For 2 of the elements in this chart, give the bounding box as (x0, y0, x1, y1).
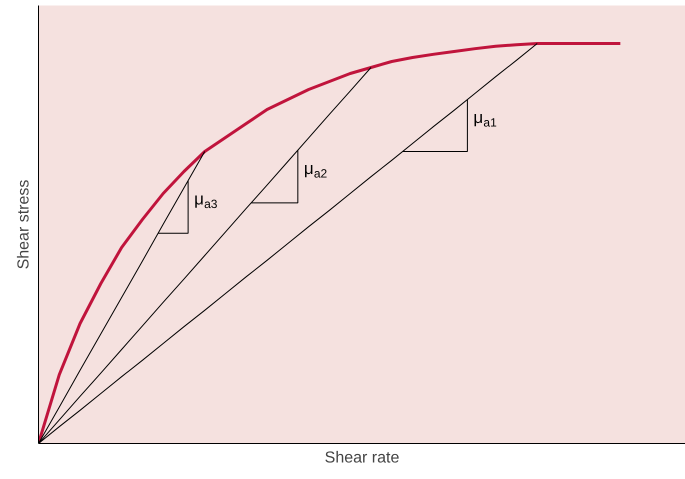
y-axis-title: Shear stress (16, 180, 32, 270)
x-axis-title: Shear rate (324, 450, 400, 466)
